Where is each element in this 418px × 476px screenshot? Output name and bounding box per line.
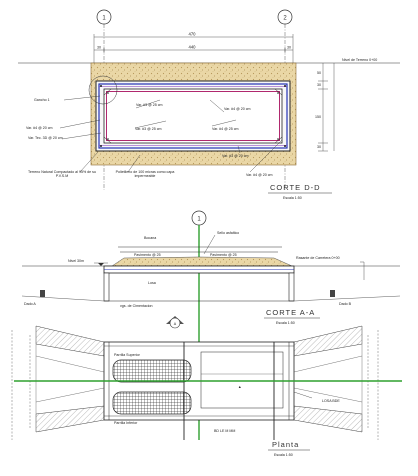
- label-terreno-box: Terreno Natural Compactado al 95% de su …: [28, 170, 96, 179]
- dim-left-offset: 30: [97, 46, 101, 50]
- dado-right-block: [330, 290, 335, 297]
- dim-top-value: 470: [189, 32, 197, 37]
- label-var-mid-left: Var. #3 @ 25 cm: [135, 127, 162, 131]
- plan-view: A: [11, 316, 402, 457]
- axis-marker-2-label: 2: [283, 16, 287, 22]
- vdim-2: 30: [317, 83, 321, 87]
- section-marker-a-label: A: [174, 322, 177, 326]
- ground-level-label: Nivel de Terreno 0+00: [342, 58, 377, 62]
- section-aa-title: CORTE A-A: [266, 308, 315, 317]
- label-parrilla-sup: Parrilla Superior: [114, 353, 141, 357]
- dim-inner-value: 440: [189, 45, 197, 50]
- rebar-outer: [98, 83, 288, 149]
- section-aa-scale: Escala 1:50: [276, 321, 295, 325]
- label-var-bottom-right: Var. #4 @ 20 cm: [246, 173, 273, 177]
- label-bottom: BD LE M MM: [214, 429, 235, 433]
- axis-marker-aa-label: 1: [197, 217, 201, 223]
- label-var-left1: Var. #4 @ 20 cm: [26, 126, 53, 130]
- label-gancho: Gancho 1: [34, 98, 50, 102]
- label-terreno: Terreno Natural Compactado al 95% de su …: [28, 170, 96, 179]
- label-pavimento-left: Pavimento @ 25: [134, 253, 161, 257]
- label-dado-left: Dado A: [24, 302, 36, 306]
- plan-title: Planta: [272, 440, 299, 449]
- label-var-top-right: Var. #4 @ 20 cm: [224, 107, 251, 111]
- vdim-0: 50: [317, 71, 321, 75]
- rebar-dots: [100, 85, 286, 147]
- section-dd-scale: Escala 1:50: [283, 196, 302, 200]
- section-marker-a: A: [166, 316, 184, 329]
- label-viga: vgs. de Cimentacion: [120, 304, 153, 308]
- dado-left-block: [40, 290, 45, 297]
- plan-small-ref: ▲: [238, 385, 242, 389]
- section-dd: 1 2 470 440 30 30 Nivel de Terreno 0+00: [18, 9, 400, 200]
- label-bocana: Bocana: [144, 236, 156, 240]
- rebar-grid-upper: [112, 359, 192, 383]
- dim-right-offset: 30: [287, 46, 291, 50]
- section-dd-title: CORTE D-D: [270, 183, 321, 192]
- label-pavimento-right: Pavimento @ 25: [210, 253, 237, 257]
- label-sello: Sello asfaltico: [217, 231, 239, 235]
- rebar-inner: [106, 91, 280, 141]
- label-losa-right: LOSA BDE: [322, 399, 340, 403]
- pavement-mound: [111, 256, 293, 267]
- label-var-left2: Var. Tec. 3D @ 20 cm: [28, 136, 63, 140]
- label-var-top-left: Var. #3 @ 25 cm: [136, 103, 163, 107]
- abutment-right: [288, 272, 295, 302]
- plan-scale: Escala 1:50: [274, 453, 293, 457]
- label-rasante: Rasante de Carretera 0+00: [296, 256, 340, 260]
- label-losa: Losa: [148, 281, 156, 285]
- wingwalls: [35, 325, 363, 433]
- label-dado-right: Dado B: [339, 302, 352, 306]
- dimension-top: [93, 34, 294, 64]
- label-parrilla-inf: Parrilla Inferior: [114, 421, 138, 425]
- axis-marker-1-label: 1: [102, 16, 106, 22]
- label-nivel: Nivel 30m: [68, 259, 84, 263]
- abutment-left: [103, 272, 110, 302]
- label-polietileno: Polietileno de 100 micras como capa impe…: [115, 170, 175, 179]
- dimension-right: [318, 63, 335, 152]
- section-aa: 1 Bocana Sello asfaltico Pavimento @ 25: [21, 210, 401, 440]
- label-polietileno-box: Polietileno de 100 micras como capa impe…: [115, 170, 175, 179]
- culvert-void: [103, 88, 283, 144]
- rebar-grid-lower: [112, 391, 192, 415]
- detail-callout-circle: [88, 75, 118, 105]
- label-var-mid-right: Var. #4 @ 25 cm: [212, 127, 239, 131]
- vdim-1: 150: [315, 115, 321, 119]
- vdim-3: 30: [317, 145, 321, 149]
- label-var-bottom: Var. #3 @ 20 cm: [222, 154, 249, 158]
